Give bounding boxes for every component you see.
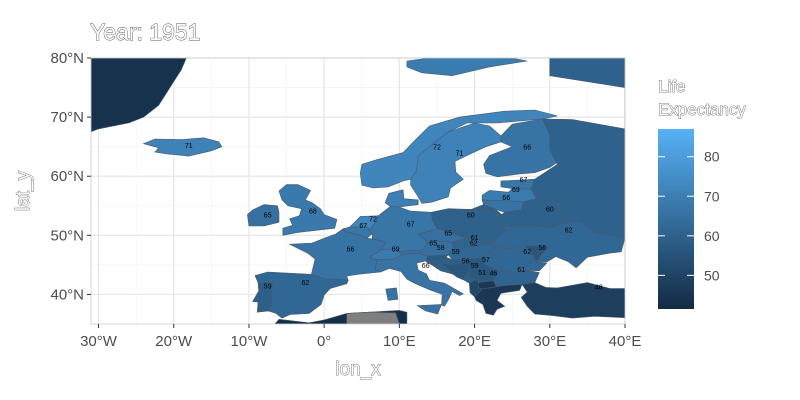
region-ireland <box>247 204 280 227</box>
region-sweden <box>410 122 502 204</box>
region-value-label: 66 <box>347 246 355 253</box>
legend-colorbar <box>658 129 694 309</box>
x-tick-label: 10°E <box>383 333 416 350</box>
legend-title-line-1: Life <box>658 77 685 96</box>
region-russia <box>530 58 625 239</box>
region-value-label: 60 <box>467 213 475 220</box>
y-tick-label: 50°N <box>50 227 84 244</box>
region-iceland <box>142 137 223 157</box>
region-value-label: 57 <box>482 257 490 264</box>
region-value-label: 58 <box>437 245 445 252</box>
legend-tick-label: 60 <box>704 228 720 244</box>
region-value-label: 60 <box>546 207 554 214</box>
region-value-label: 51 <box>478 270 486 277</box>
x-tick-label: 30°W <box>80 333 118 350</box>
region-value-label: 65 <box>444 230 452 237</box>
x-axis-ticks: 30°W 20°W 10°W 0° 10°E 20°E 30°E 40°E <box>80 324 641 350</box>
region-value-label: 56 <box>538 245 546 252</box>
region-albania <box>468 279 483 298</box>
region-value-label: 71 <box>456 151 464 158</box>
legend-title-line-2: Expectancy <box>658 100 746 119</box>
region-sicily <box>416 304 442 315</box>
region-value-label: 67 <box>407 222 415 229</box>
panel-border <box>90 57 626 325</box>
region-value-label: 62 <box>302 280 310 287</box>
y-tick-label: 60°N <box>50 168 84 185</box>
region-value-label: 68 <box>309 209 317 216</box>
region-value-label: 72 <box>433 145 441 152</box>
country-regions <box>91 58 625 324</box>
region-turkey <box>520 282 625 319</box>
chart-title: Year: 1951 <box>90 19 200 45</box>
region-value-label: 59 <box>452 249 460 256</box>
region-greenland <box>91 58 187 133</box>
legend-tick-label: 70 <box>704 188 720 204</box>
legend-tick-label: 80 <box>704 149 720 165</box>
region-value-label: 61 <box>517 267 525 274</box>
region-uk <box>278 184 338 236</box>
x-tick-label: 0° <box>317 333 331 350</box>
region-value-label: 56 <box>462 259 470 266</box>
region-value-label: 69 <box>392 246 400 253</box>
region-montenegro <box>462 267 476 284</box>
x-axis-label: lon_x <box>335 359 381 380</box>
region-value-label: 62 <box>470 240 478 247</box>
region-value-label: 66 <box>523 145 531 152</box>
region-france <box>288 228 387 281</box>
x-tick-label: 30°E <box>533 333 566 350</box>
region-value-label: 65 <box>429 240 437 247</box>
region-value-label: 62 <box>565 227 573 234</box>
y-tick-label: 40°N <box>50 286 84 303</box>
region-value-label: 71 <box>185 143 193 150</box>
y-axis-ticks: 40°N 50°N 60°N 70°N 80°N <box>50 50 91 303</box>
region-value-label: 46 <box>490 271 498 278</box>
region-greece <box>474 284 523 316</box>
y-tick-label: 70°N <box>50 109 84 126</box>
x-tick-label: 40°E <box>609 333 642 350</box>
region-value-label: 72 <box>369 217 377 224</box>
x-tick-label: 10°W <box>231 333 269 350</box>
region-value-label: 59 <box>264 284 272 291</box>
region-algeria-missing <box>346 311 400 324</box>
region-value-label: 48 <box>595 285 603 292</box>
region-kaliningrad <box>471 204 496 210</box>
region-value-label: 59 <box>471 263 479 270</box>
y-tick-label: 80°N <box>50 50 84 67</box>
y-axis-label: lat_y <box>13 170 34 211</box>
region-value-label: 66 <box>502 195 510 202</box>
region-value-label: 65 <box>264 213 272 220</box>
x-tick-label: 20°W <box>155 333 193 350</box>
region-value-label: 62 <box>523 249 531 256</box>
region-value-label: 69 <box>512 187 520 194</box>
legend-ticks: 50 60 70 80 <box>658 149 720 283</box>
legend: Life Expectancy 50 60 70 80 <box>658 77 747 309</box>
region-sardinia <box>385 287 399 301</box>
region-portugal <box>252 282 273 313</box>
region-value-label: 67 <box>359 223 367 230</box>
region-value-label: 66 <box>422 263 430 270</box>
region-svalbard <box>406 58 528 77</box>
region-value-label: 61 <box>471 235 479 242</box>
legend-tick-label: 50 <box>704 267 720 283</box>
x-tick-label: 20°E <box>458 333 491 350</box>
region-value-label: 67 <box>520 177 528 184</box>
